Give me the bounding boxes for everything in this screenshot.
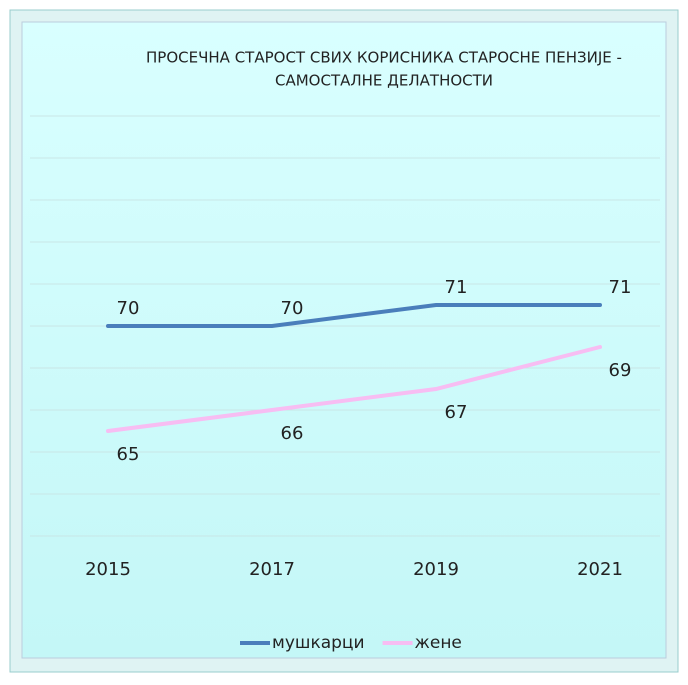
data-label: 67 — [445, 402, 468, 423]
line-series — [106, 345, 602, 433]
legend-label: жене — [415, 633, 462, 653]
data-label: 69 — [609, 360, 632, 381]
data-label: 70 — [281, 298, 304, 319]
data-label: 65 — [117, 444, 140, 465]
data-label: 71 — [609, 277, 632, 298]
data-label: 71 — [445, 277, 468, 298]
chart-title: САМОСТАЛНЕ ДЕЛАТНОСТИ — [275, 72, 493, 90]
x-tick-label: 2015 — [85, 559, 131, 580]
x-tick-label: 2021 — [577, 559, 623, 580]
data-label: 70 — [117, 298, 140, 319]
plot-background — [21, 21, 667, 659]
x-tick-label: 2019 — [413, 559, 459, 580]
line-series — [106, 303, 602, 328]
data-label: 66 — [281, 423, 304, 444]
chart-title: ПРОСЕЧНА СТАРОСТ СВИХ КОРИСНИКА СТАРОСНЕ… — [146, 49, 622, 67]
legend-label: мушкарци — [272, 633, 365, 653]
x-tick-label: 2017 — [249, 559, 295, 580]
